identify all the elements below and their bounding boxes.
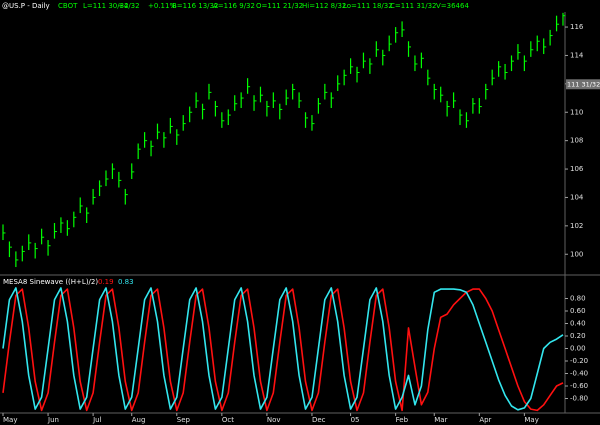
quote-field: Hi=112 8/32 xyxy=(302,2,346,10)
y-tick-label: 116 xyxy=(570,23,584,31)
x-tick-label: Feb xyxy=(396,416,409,424)
y-tick-label: -0.60 xyxy=(570,382,588,390)
y-tick-label: 114 xyxy=(570,51,584,59)
y-tick-label: 100 xyxy=(570,250,583,258)
y-tick-label: 0.40 xyxy=(570,320,586,328)
x-tick-label: Apr xyxy=(479,416,491,424)
legend-entry: 0.83 xyxy=(118,278,134,286)
x-tick-label: Jun xyxy=(47,416,59,424)
quote-field: B=116 13/32 xyxy=(172,2,218,10)
y-tick-label: 106 xyxy=(570,165,584,173)
sine-line xyxy=(2,288,564,412)
y-tick-label: 0.00 xyxy=(570,345,586,353)
chart-title: @US.P - Daily xyxy=(2,2,50,10)
y-tick-label: 0.60 xyxy=(570,307,586,315)
sine-line xyxy=(2,287,564,411)
price-marker-label: 111 31/32 xyxy=(567,80,600,88)
x-tick-label: Jul xyxy=(92,416,102,424)
y-tick-label: -0.80 xyxy=(570,395,588,403)
quote-field: Lo=111 18/32 xyxy=(343,2,393,10)
y-tick-label: 104 xyxy=(570,193,584,201)
x-tick-label: Sep xyxy=(177,416,191,424)
y-tick-label: 0.20 xyxy=(570,332,586,340)
x-tick-label: Dec xyxy=(312,416,326,424)
y-tick-label: 108 xyxy=(570,137,583,145)
price-marker xyxy=(566,79,600,90)
quote-field: L=111 30/32 xyxy=(83,2,129,10)
x-tick-label: Aug xyxy=(132,416,146,424)
quote-field: +4/32 xyxy=(118,2,140,10)
x-tick-label: Oct xyxy=(222,416,234,424)
x-tick-label: Mar xyxy=(434,416,447,424)
quote-field: V=36464 xyxy=(436,2,469,10)
y-tick-label: 0.80 xyxy=(570,295,586,303)
panel-title: MESA8 Sinewave ((H+L)/2) xyxy=(3,278,98,286)
x-tick-label: May xyxy=(524,416,538,424)
quote-field: A=116 9/32 xyxy=(213,2,255,10)
y-tick-label: -0.20 xyxy=(570,357,588,365)
y-tick-label: -0.40 xyxy=(570,370,588,378)
quote-field: +0.11% xyxy=(148,2,176,10)
x-tick-label: May xyxy=(3,416,17,424)
quote-field: CBOT xyxy=(58,2,78,10)
y-tick-label: 110 xyxy=(570,108,583,116)
quote-field: O=111 21/32 xyxy=(256,2,303,10)
x-tick-label: Nov xyxy=(267,416,281,424)
legend-entry: 0.19 xyxy=(98,278,114,286)
quote-field: C=111 31/32 xyxy=(390,2,437,10)
y-tick-label: 102 xyxy=(570,222,583,230)
x-tick-label: 05 xyxy=(351,416,360,424)
